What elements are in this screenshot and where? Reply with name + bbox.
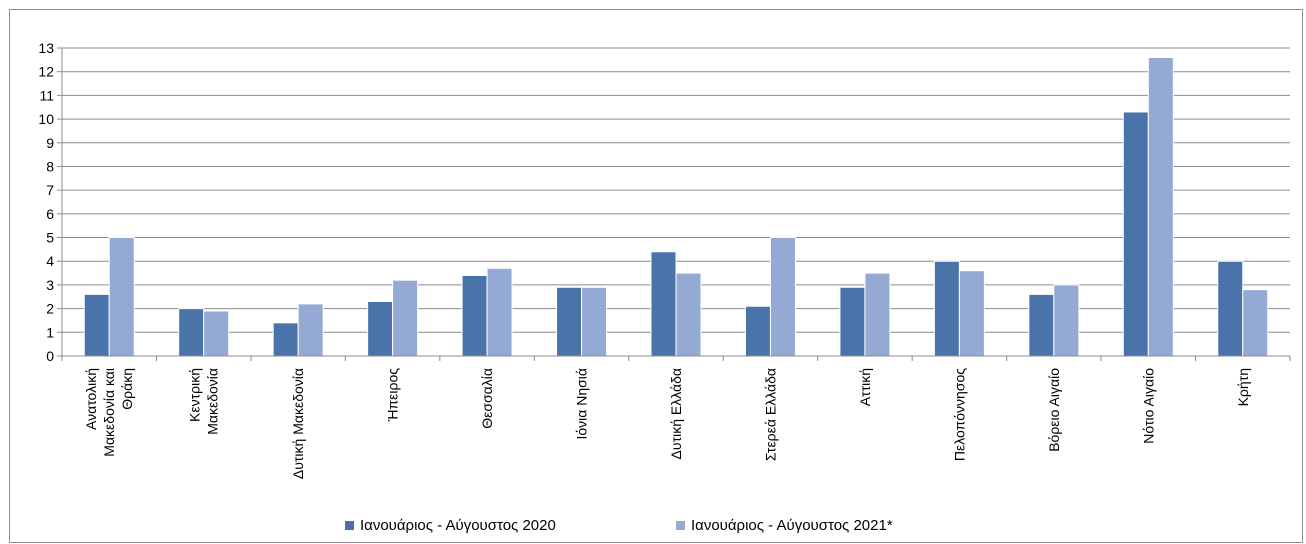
x-category-label-8: Αττική: [857, 368, 873, 406]
x-category-label-11: Νότιο Αιγαίο: [1140, 368, 1156, 444]
x-category-label-4: Θεσσαλία: [479, 368, 495, 429]
y-tick-label: 0: [46, 348, 54, 364]
bar-2021-1: [203, 310, 230, 357]
bar-2020-9: [933, 260, 960, 357]
bar-2021-7: [769, 237, 796, 357]
y-tick-label: 2: [46, 301, 54, 317]
gridlines: [62, 47, 1290, 333]
x-category-label-line: Στερεά Ελλάδα: [762, 368, 778, 461]
bar-2021-5: [581, 286, 608, 357]
legend-swatch-2021: [676, 521, 685, 530]
bar-2021-10: [1053, 284, 1080, 357]
bar-2021-6: [675, 272, 702, 357]
bar-2021-9: [958, 270, 985, 357]
x-category-label-2: Δυτική Μακεδονία: [290, 368, 306, 479]
axes: [57, 47, 1291, 361]
y-tick-label: 13: [38, 40, 54, 56]
x-category-label-line: Βόρειο Αιγαίο: [1046, 368, 1062, 452]
y-tick-label: 6: [46, 206, 54, 222]
x-category-label-line: Δυτική Ελλάδα: [668, 368, 684, 459]
y-tick-label: 8: [46, 158, 54, 174]
bar-2020-5: [556, 286, 583, 357]
x-category-label-line: Ιόνια Νησιά: [574, 368, 590, 440]
y-tick-label: 3: [46, 277, 54, 293]
bar-2020-12: [1217, 260, 1244, 357]
x-category-label-line: Αττική: [857, 368, 873, 406]
x-category-label-line: Ανατολική: [83, 368, 99, 430]
x-category-label-3: Ήπειρος: [385, 368, 401, 422]
y-tick-label: 12: [38, 64, 54, 80]
x-category-label-6: Δυτική Ελλάδα: [668, 368, 684, 459]
legend: Ιανουάριος - Αύγουστος 2020 Ιανουάριος -…: [345, 517, 893, 534]
bar-2021-3: [392, 279, 419, 357]
x-category-label-9: Πελοπόννησος: [951, 368, 967, 461]
x-category-label-line: Θεσσαλία: [479, 368, 495, 429]
x-category-label-0: Ανατολική Μακεδονία και Θράκη: [83, 368, 135, 457]
bar-2021-2: [297, 303, 324, 357]
y-tick-label: 4: [46, 253, 54, 269]
bar-2020-6: [650, 251, 677, 357]
x-category-label-line: Ήπειρος: [385, 368, 401, 422]
x-category-label-line: Πελοπόννησος: [951, 368, 967, 461]
y-tick-label: 1: [46, 324, 54, 340]
x-category-label-line: Μακεδονία και: [101, 368, 117, 457]
x-category-label-12: Κρήτη: [1235, 368, 1251, 406]
y-tick-label: 7: [46, 182, 54, 198]
x-category-label-line: Κεντρική: [187, 368, 203, 422]
bar-2020-7: [744, 305, 771, 357]
y-tick-label: 9: [46, 135, 54, 151]
bar-2021-8: [864, 272, 891, 357]
bar-2020-11: [1122, 111, 1149, 357]
legend-label-2020: Ιανουάριος - Αύγουστος 2020: [360, 517, 556, 534]
x-category-label-line: Μακεδονία: [205, 368, 221, 435]
bar-2021-11: [1147, 56, 1174, 357]
legend-swatch-2020: [345, 521, 354, 530]
bar-2021-4: [486, 267, 513, 357]
x-category-labels: Ανατολική Μακεδονία και Θράκη Κεντρική Μακεδ…: [83, 368, 1251, 479]
bar-2020-3: [367, 301, 394, 357]
bars: [83, 56, 1269, 357]
y-tick-label: 11: [39, 87, 54, 103]
bar-2020-2: [272, 322, 299, 357]
x-category-label-line: Κρήτη: [1235, 368, 1251, 406]
x-category-label-line: Θράκη: [119, 368, 135, 410]
x-category-label-line: Νότιο Αιγαίο: [1140, 368, 1156, 444]
bar-2021-12: [1242, 289, 1269, 357]
x-category-label-line: Δυτική Μακεδονία: [290, 368, 306, 479]
x-category-label-1: Κεντρική Μακεδονία: [187, 368, 221, 435]
bar-2021-0: [108, 237, 135, 357]
x-category-label-10: Βόρειο Αιγαίο: [1046, 368, 1062, 452]
legend-label-2021: Ιανουάριος - Αύγουστος 2021*: [691, 517, 893, 534]
bar-2020-4: [461, 274, 488, 357]
y-tick-label: 5: [46, 230, 54, 246]
bar-2020-8: [839, 286, 866, 357]
x-category-label-7: Στερεά Ελλάδα: [762, 368, 778, 461]
x-category-label-5: Ιόνια Νησιά: [574, 368, 590, 440]
bar-2020-10: [1028, 293, 1055, 357]
bar-2020-1: [178, 308, 205, 357]
bar-2020-0: [83, 293, 110, 357]
y-tick-label: 10: [38, 111, 54, 127]
